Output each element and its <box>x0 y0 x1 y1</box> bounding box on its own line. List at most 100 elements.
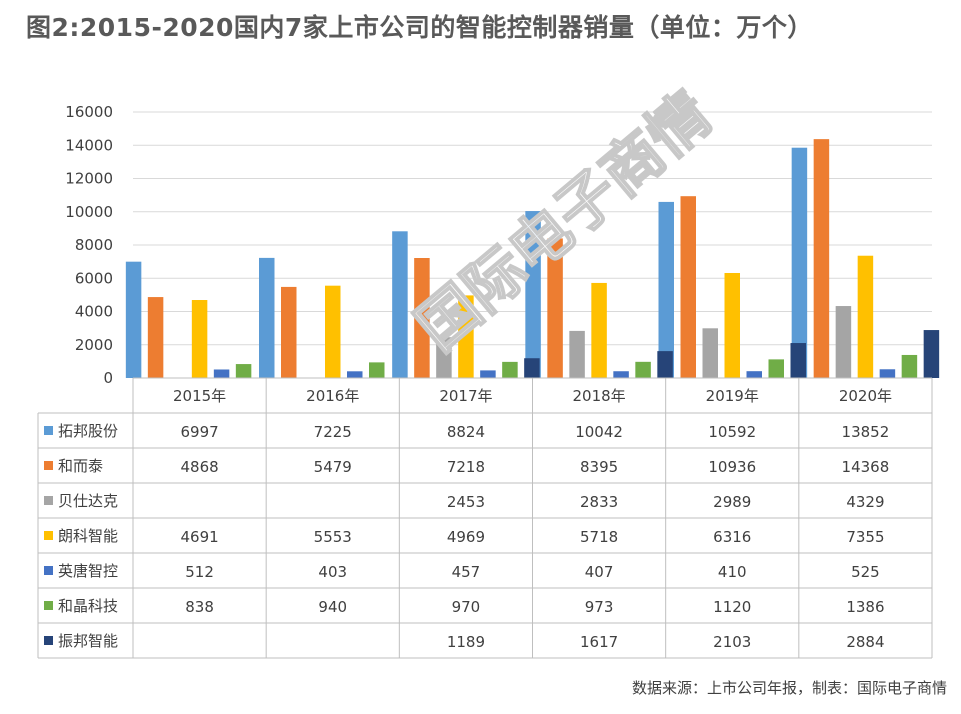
data-label: 5553 <box>314 528 352 546</box>
legend-swatch-和而泰 <box>44 461 53 470</box>
data-label: 6997 <box>180 423 218 441</box>
y-tick-label: 2000 <box>75 336 113 354</box>
data-label: 7225 <box>314 423 352 441</box>
bar-英唐智控-2018年 <box>613 371 629 378</box>
data-label: 403 <box>318 563 347 581</box>
bar-朗科智能-2017年 <box>458 295 474 378</box>
data-label: 10042 <box>575 423 623 441</box>
x-tick-label: 2018年 <box>572 387 625 405</box>
bar-和而泰-2015年 <box>147 297 164 378</box>
legend-label: 贝仕达克 <box>58 492 118 510</box>
bar-和晶科技-2020年 <box>901 354 918 378</box>
data-label: 970 <box>452 598 481 616</box>
bar-拓邦股份-2017年 <box>392 231 408 378</box>
data-label: 2884 <box>846 633 884 651</box>
bar-和晶科技-2019年 <box>768 359 784 378</box>
bar-拓邦股份-2015年 <box>125 261 142 378</box>
chart-title: 图2:2015-2020国内7家上市公司的智能控制器销量（单位：万个） <box>26 13 813 42</box>
bar-朗科智能-2019年 <box>724 272 740 378</box>
bar-和晶科技-2016年 <box>369 362 385 378</box>
data-label: 10936 <box>708 458 756 476</box>
y-tick-label: 14000 <box>65 136 113 154</box>
bar-和而泰-2016年 <box>281 286 297 378</box>
data-label: 6316 <box>713 528 751 546</box>
bar-英唐智控-2016年 <box>347 371 363 378</box>
y-tick-label: 4000 <box>75 303 113 321</box>
y-tick-label: 16000 <box>65 103 113 121</box>
x-tick-label: 2020年 <box>839 387 892 405</box>
y-tick-label: 6000 <box>75 269 113 287</box>
legend-label: 朗科智能 <box>58 527 118 545</box>
bar-和而泰-2019年 <box>680 196 696 378</box>
x-tick-label: 2019年 <box>706 387 759 405</box>
source-note: 数据来源：上市公司年报，制表：国际电子商情 <box>631 679 947 697</box>
data-label: 2103 <box>713 633 751 651</box>
data-label: 4969 <box>447 528 485 546</box>
data-label: 1617 <box>580 633 618 651</box>
bar-和而泰-2018年 <box>547 238 563 378</box>
bar-朗科智能-2016年 <box>325 285 341 378</box>
bar-英唐智控-2015年 <box>213 369 230 378</box>
bar-贝仕达克-2017年 <box>436 337 452 378</box>
bar-和晶科技-2017年 <box>502 361 518 378</box>
data-label: 10592 <box>708 423 756 441</box>
bar-贝仕达克-2018年 <box>569 330 585 378</box>
data-label: 2989 <box>713 493 751 511</box>
data-label: 4868 <box>180 458 218 476</box>
data-label: 1120 <box>713 598 751 616</box>
data-label: 2453 <box>447 493 485 511</box>
data-label: 7355 <box>846 528 884 546</box>
bar-拓邦股份-2018年 <box>525 211 541 378</box>
y-tick-label: 12000 <box>65 170 113 188</box>
y-tick-label: 10000 <box>65 203 113 221</box>
data-label: 940 <box>318 598 347 616</box>
bar-拓邦股份-2019年 <box>658 201 674 378</box>
data-label: 410 <box>718 563 747 581</box>
data-label: 973 <box>585 598 614 616</box>
y-axis: 0 2000 4000 6000 8000 10000 12000 14000 16000 <box>65 103 113 387</box>
bar-朗科智能-2015年 <box>191 300 208 378</box>
data-label: 8824 <box>447 423 485 441</box>
data-label: 14368 <box>842 458 890 476</box>
data-label: 1386 <box>846 598 884 616</box>
bar-和晶科技-2015年 <box>235 364 252 378</box>
bar-振邦智能-2020年 <box>923 330 940 378</box>
legend-swatch-朗科智能 <box>44 531 53 540</box>
data-label: 8395 <box>580 458 618 476</box>
bar-振邦智能-2018年 <box>657 351 673 378</box>
legend-label: 英唐智控 <box>58 562 118 580</box>
bar-英唐智控-2017年 <box>480 370 496 378</box>
bar-振邦智能-2017年 <box>524 358 540 378</box>
bar-和而泰-2020年 <box>813 139 830 378</box>
bar-英唐智控-2020年 <box>879 369 896 378</box>
data-label: 4329 <box>846 493 884 511</box>
bar-拓邦股份-2020年 <box>791 147 808 378</box>
data-label: 2833 <box>580 493 618 511</box>
data-label: 5718 <box>580 528 618 546</box>
y-tick-label: 8000 <box>75 236 113 254</box>
x-tick-label: 2017年 <box>439 387 492 405</box>
legend-label: 和晶科技 <box>58 597 118 615</box>
y-tick-label: 0 <box>103 369 113 387</box>
bar-和晶科技-2018年 <box>635 361 651 378</box>
bars <box>125 139 940 378</box>
bar-振邦智能-2019年 <box>790 343 806 378</box>
data-label: 407 <box>585 563 614 581</box>
x-tick-label: 2015年 <box>173 387 226 405</box>
x-tick-label: 2016年 <box>306 387 359 405</box>
legend-label: 振邦智能 <box>58 632 118 650</box>
bar-朗科智能-2020年 <box>857 255 874 378</box>
legend-swatch-拓邦股份 <box>44 426 53 435</box>
data-label: 4691 <box>180 528 218 546</box>
bar-英唐智控-2019年 <box>746 371 762 378</box>
data-label: 457 <box>452 563 481 581</box>
legend-swatch-和晶科技 <box>44 601 53 610</box>
data-label: 7218 <box>447 458 485 476</box>
data-label: 525 <box>851 563 880 581</box>
data-label: 838 <box>185 598 214 616</box>
bar-朗科智能-2018年 <box>591 282 607 378</box>
legend-swatch-振邦智能 <box>44 636 53 645</box>
bar-拓邦股份-2016年 <box>259 257 275 378</box>
data-label: 512 <box>185 563 214 581</box>
